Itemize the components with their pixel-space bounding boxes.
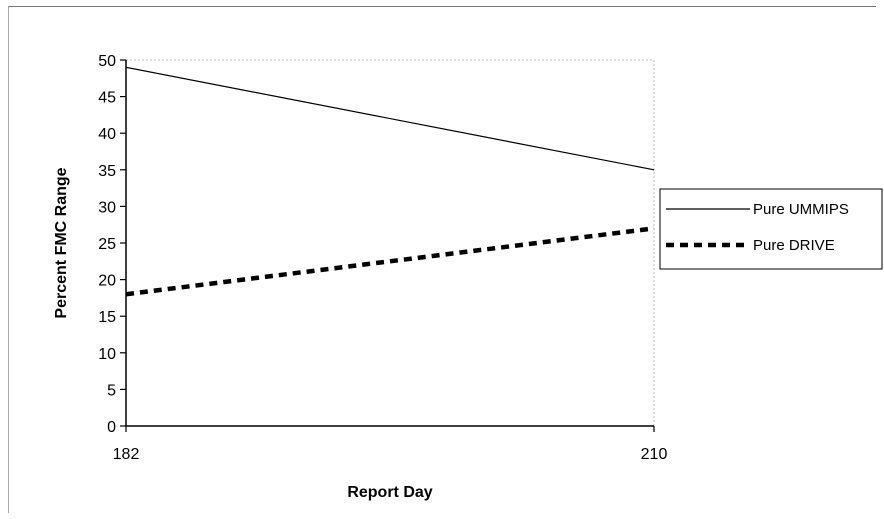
y-tick-label: 5 <box>107 382 116 399</box>
legend-label-pure-ummips: Pure UMMIPS <box>753 201 849 218</box>
y-tick-label: 25 <box>98 236 116 253</box>
x-tick-label: 210 <box>641 446 668 463</box>
series-lines <box>125 66 655 297</box>
y-tick-label: 0 <box>107 419 116 436</box>
legend: Pure UMMIPS Pure DRIVE <box>659 188 883 270</box>
legend-label-pure-drive: Pure DRIVE <box>753 237 835 254</box>
chart-frame <box>8 6 876 513</box>
x-axis-title: Report Day <box>347 484 432 501</box>
y-tick-label: 35 <box>98 163 116 180</box>
y-tick-label: 10 <box>98 346 116 363</box>
y-tick-label: 15 <box>98 309 116 326</box>
y-axis-title: Percent FMC Range <box>53 167 70 318</box>
y-tick-label: 50 <box>98 53 116 70</box>
x-axis-ticks: 182 210 <box>113 426 668 463</box>
plot-area <box>125 59 655 427</box>
series-line-pure-drive <box>125 226 655 297</box>
y-tick-label: 30 <box>98 199 116 216</box>
y-tick-label: 45 <box>98 90 116 107</box>
x-tick-label: 182 <box>113 446 140 463</box>
y-tick-label: 40 <box>98 126 116 143</box>
legend-box <box>659 188 883 270</box>
y-axis-ticks: 0 5 10 15 20 25 30 35 40 45 50 <box>98 53 126 436</box>
series-line-pure-ummips <box>125 66 655 171</box>
y-tick-label: 20 <box>98 273 116 290</box>
